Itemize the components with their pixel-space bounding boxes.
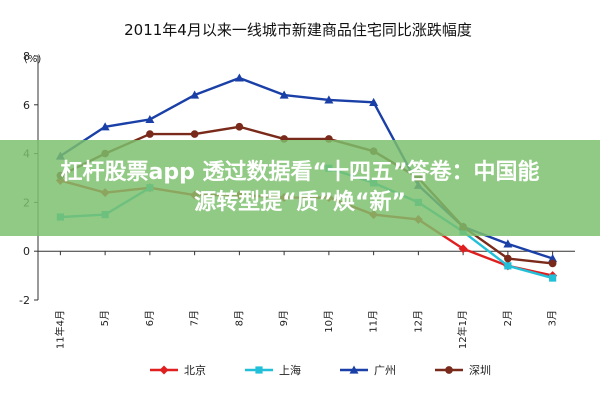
x-tick-label: 11年4月	[53, 310, 66, 349]
legend-label: 深圳	[469, 364, 491, 377]
data-point	[190, 130, 199, 138]
y-tick-label: 6	[23, 99, 30, 112]
legend-item: 广州	[340, 364, 396, 377]
x-tick-label: 3月	[547, 310, 559, 326]
x-tick-label: 5月	[99, 310, 111, 326]
axes: -20246811年4月5月6月7月8月9月10月11月12月12年1月2月3月	[19, 50, 575, 349]
legend-marker	[255, 366, 263, 374]
x-tick-label: 8月	[233, 310, 245, 326]
data-point	[145, 114, 155, 124]
data-point	[146, 130, 154, 138]
banner-line-1: 杠杆股票app 透过数据看“十四五”答卷：中国能	[60, 160, 540, 185]
x-tick-label: 2月	[502, 310, 514, 326]
y-axis-unit-label: (%)	[24, 54, 41, 65]
data-point	[235, 122, 244, 131]
legend-item: 深圳	[435, 364, 491, 377]
x-tick-label: 12月	[412, 310, 424, 333]
legend-label: 上海	[279, 363, 301, 377]
data-point	[504, 254, 512, 263]
chart-title: 2011年4月以来一线城市新建商品住宅同比涨跌幅度	[124, 21, 472, 39]
data-point	[100, 122, 110, 131]
x-tick-label: 10月	[323, 310, 335, 333]
x-tick-label: 7月	[189, 310, 201, 326]
y-tick-label: 0	[23, 245, 30, 258]
overlay-banner: 杠杆股票app 透过数据看“十四五”答卷：中国能 源转型提“质”焕“新”	[0, 140, 600, 236]
data-point	[458, 244, 468, 254]
data-point	[504, 262, 512, 270]
legend-item: 上海	[245, 363, 301, 377]
data-point	[548, 254, 558, 263]
legend-label: 北京	[184, 363, 206, 377]
legend-marker	[349, 365, 359, 374]
y-tick-label: 8	[23, 50, 30, 63]
data-point	[548, 259, 557, 268]
legend-label: 广州	[374, 364, 396, 377]
data-point	[279, 90, 289, 99]
legend: 北京 上海 广州 深圳	[150, 363, 491, 377]
x-tick-label: 11月	[368, 310, 380, 333]
legend-marker	[445, 366, 453, 374]
x-tick-label: 12年1月	[456, 310, 469, 349]
legend-marker	[159, 365, 169, 375]
data-point	[369, 97, 379, 106]
data-point	[324, 95, 334, 104]
legend-item: 北京	[150, 363, 206, 377]
x-tick-label: 9月	[278, 310, 290, 326]
y-tick-label: -2	[19, 294, 30, 307]
banner-line-2: 源转型提“质”焕“新”	[194, 190, 406, 215]
data-point	[503, 239, 513, 248]
data-point	[234, 73, 244, 82]
x-tick-label: 6月	[144, 310, 156, 326]
data-point	[549, 274, 557, 282]
data-point	[190, 90, 200, 99]
